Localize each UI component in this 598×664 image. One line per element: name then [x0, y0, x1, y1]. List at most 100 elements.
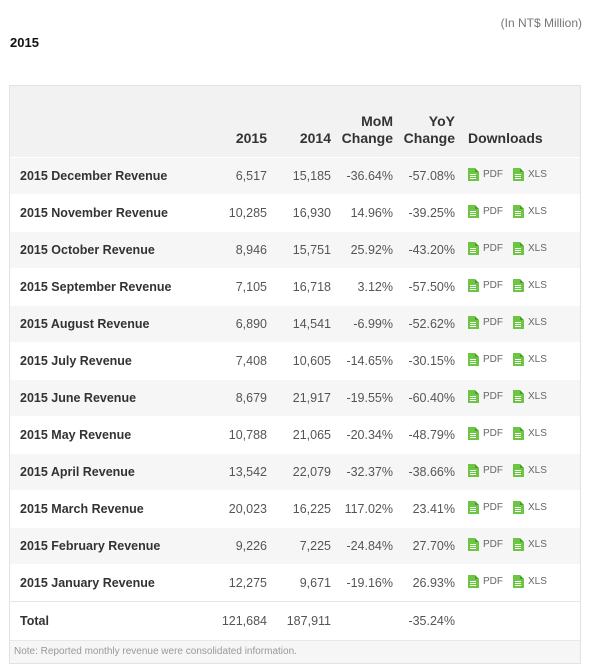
total-row: Total 121,684 187,911 -35.24% — [10, 601, 580, 640]
file-pdf-icon — [468, 353, 479, 366]
row-2014-value: 16,930 — [270, 194, 334, 232]
row-label: 2015 September Revenue — [10, 268, 198, 306]
row-mom-change: 25.92% — [334, 231, 396, 269]
header-label-spacer — [10, 86, 198, 158]
download-pdf-link[interactable]: PDF — [468, 390, 503, 403]
file-pdf-icon — [468, 464, 479, 477]
download-xls-link[interactable]: XLS — [513, 353, 547, 366]
download-pdf-link[interactable]: PDF — [468, 575, 503, 588]
total-2014: 187,911 — [270, 601, 334, 640]
row-mom-change: 117.02% — [334, 490, 396, 528]
download-pdf-link[interactable]: PDF — [468, 242, 503, 255]
header-mom-line2: Change — [341, 130, 393, 146]
download-xls-link[interactable]: XLS — [513, 464, 547, 477]
download-xls-label: XLS — [528, 206, 547, 217]
download-xls-link[interactable]: XLS — [513, 575, 547, 588]
header-yoy-change: YoY Change — [396, 86, 458, 158]
download-xls-link[interactable]: XLS — [513, 242, 547, 255]
download-pdf-label: PDF — [483, 576, 503, 587]
row-yoy-change: -43.20% — [396, 231, 458, 269]
download-xls-label: XLS — [528, 391, 547, 402]
total-label: Total — [10, 601, 198, 640]
total-2015: 121,684 — [198, 601, 270, 640]
row-mom-change: -32.37% — [334, 453, 396, 491]
row-2014-value: 7,225 — [270, 527, 334, 565]
row-2015-value: 20,023 — [198, 490, 270, 528]
download-xls-label: XLS — [528, 539, 547, 550]
download-pdf-link[interactable]: PDF — [468, 316, 503, 329]
row-label: 2015 October Revenue — [10, 231, 198, 269]
download-pdf-link[interactable]: PDF — [468, 353, 503, 366]
row-mom-change: -14.65% — [334, 342, 396, 380]
table-row: 2015 November Revenue 10,285 16,930 14.96% -… — [10, 194, 580, 232]
file-xls-icon — [513, 390, 524, 403]
row-yoy-change: -38.66% — [396, 453, 458, 491]
row-downloads: PDF XLS — [458, 527, 580, 565]
row-2015-value: 8,679 — [198, 379, 270, 417]
download-pdf-link[interactable]: PDF — [468, 538, 503, 551]
download-pdf-link[interactable]: PDF — [468, 279, 503, 292]
row-downloads: PDF XLS — [458, 379, 580, 417]
download-xls-link[interactable]: XLS — [513, 279, 547, 292]
row-2015-value: 6,517 — [198, 157, 270, 195]
row-label: 2015 April Revenue — [10, 453, 198, 491]
row-2015-value: 9,226 — [198, 527, 270, 565]
download-xls-label: XLS — [528, 280, 547, 291]
row-2014-value: 16,718 — [270, 268, 334, 306]
download-pdf-label: PDF — [483, 465, 503, 476]
download-xls-link[interactable]: XLS — [513, 538, 547, 551]
download-pdf-link[interactable]: PDF — [468, 427, 503, 440]
download-xls-link[interactable]: XLS — [513, 168, 547, 181]
table-row: 2015 December Revenue 6,517 15,185 -36.64% -… — [10, 157, 580, 195]
file-xls-icon — [513, 279, 524, 292]
row-2015-value: 13,542 — [198, 453, 270, 491]
download-pdf-link[interactable]: PDF — [468, 205, 503, 218]
units-note: (In NT$ Million) — [500, 16, 582, 30]
row-2014-value: 15,185 — [270, 157, 334, 195]
revenue-table-container: 2015 2014 MoM Change YoY Change Download… — [9, 85, 581, 664]
row-downloads: PDF XLS — [458, 305, 580, 343]
row-mom-change: -36.64% — [334, 157, 396, 195]
download-xls-link[interactable]: XLS — [513, 316, 547, 329]
table-row: 2015 October Revenue 8,946 15,751 25.92% -43… — [10, 231, 580, 269]
row-yoy-change: 26.93% — [396, 564, 458, 602]
row-yoy-change: -57.08% — [396, 157, 458, 195]
row-downloads: PDF XLS — [458, 268, 580, 306]
table-row: 2015 April Revenue 13,542 22,079 -32.37% -38… — [10, 453, 580, 491]
download-pdf-link[interactable]: PDF — [468, 501, 503, 514]
row-yoy-change: -48.79% — [396, 416, 458, 454]
row-downloads: PDF XLS — [458, 490, 580, 528]
download-pdf-label: PDF — [483, 206, 503, 217]
header-downloads: Downloads — [468, 130, 543, 146]
header-2014: 2014 — [299, 130, 331, 146]
download-pdf-link[interactable]: PDF — [468, 464, 503, 477]
row-2014-value: 21,065 — [270, 416, 334, 454]
file-pdf-icon — [468, 168, 479, 181]
file-pdf-icon — [468, 501, 479, 514]
table-row: 2015 June Revenue 8,679 21,917 -19.55% -60.4… — [10, 379, 580, 417]
download-xls-label: XLS — [528, 243, 547, 254]
row-2014-value: 21,917 — [270, 379, 334, 417]
download-pdf-link[interactable]: PDF — [468, 168, 503, 181]
download-xls-link[interactable]: XLS — [513, 390, 547, 403]
file-xls-icon — [513, 316, 524, 329]
download-xls-link[interactable]: XLS — [513, 501, 547, 514]
download-xls-link[interactable]: XLS — [513, 427, 547, 440]
row-mom-change: -6.99% — [334, 305, 396, 343]
download-pdf-label: PDF — [483, 243, 503, 254]
row-2014-value: 15,751 — [270, 231, 334, 269]
row-2014-value: 16,225 — [270, 490, 334, 528]
table-row: 2015 May Revenue 10,788 21,065 -20.34% -48.7… — [10, 416, 580, 454]
row-label: 2015 August Revenue — [10, 305, 198, 343]
download-xls-link[interactable]: XLS — [513, 205, 547, 218]
file-pdf-icon — [468, 575, 479, 588]
download-pdf-label: PDF — [483, 317, 503, 328]
download-xls-label: XLS — [528, 576, 547, 587]
table-row: 2015 July Revenue 7,408 10,605 -14.65% -30.1… — [10, 342, 580, 380]
table-row: 2015 February Revenue 9,226 7,225 -24.84% 27… — [10, 527, 580, 565]
file-pdf-icon — [468, 316, 479, 329]
file-pdf-icon — [468, 242, 479, 255]
row-downloads: PDF XLS — [458, 342, 580, 380]
row-2014-value: 10,605 — [270, 342, 334, 380]
file-pdf-icon — [468, 538, 479, 551]
